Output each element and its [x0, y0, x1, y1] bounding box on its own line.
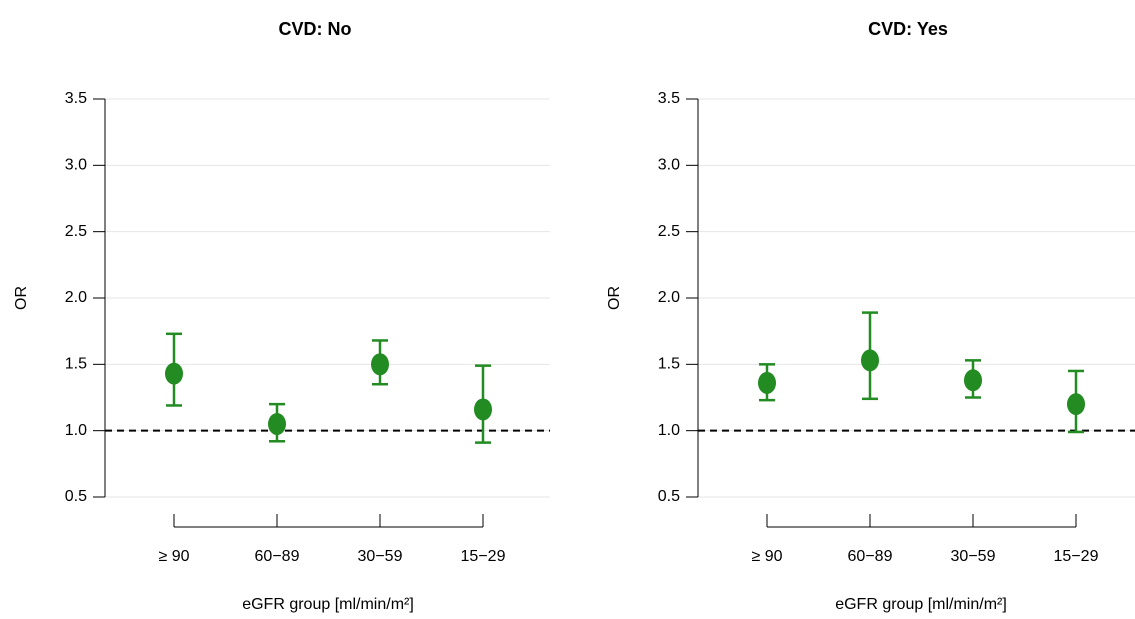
x-axis-label: eGFR group [ml/min/m²]: [242, 596, 414, 613]
panel-title: CVD: No: [279, 19, 352, 39]
y-tick-label: 1.5: [65, 356, 87, 373]
x-tick-label: 15−29: [1054, 548, 1099, 565]
panel-title: CVD: Yes: [868, 19, 948, 39]
y-axis-label: OR: [606, 286, 623, 310]
y-tick-label: 0.5: [658, 488, 680, 505]
point: [371, 353, 389, 376]
point: [1067, 393, 1085, 416]
y-tick-label: 3.5: [65, 90, 87, 107]
y-tick-label: 2.5: [658, 223, 680, 240]
y-tick-label: 1.0: [65, 422, 87, 439]
x-tick-label: 30−59: [951, 548, 996, 565]
y-tick-label: 0.5: [65, 488, 87, 505]
x-tick-label: 60−89: [255, 548, 300, 565]
y-tick-label: 2.0: [65, 289, 87, 306]
x-tick-label: ≥ 90: [751, 548, 782, 565]
point: [165, 362, 183, 385]
point: [758, 371, 776, 394]
x-tick-label: 15−29: [461, 548, 506, 565]
x-tick-label: 30−59: [358, 548, 403, 565]
point: [268, 413, 286, 436]
x-tick-label: 60−89: [848, 548, 893, 565]
y-tick-label: 3.0: [658, 157, 680, 174]
y-tick-label: 2.5: [65, 223, 87, 240]
y-tick-label: 3.0: [65, 157, 87, 174]
y-tick-label: 3.5: [658, 90, 680, 107]
y-tick-label: 2.0: [658, 289, 680, 306]
point: [964, 369, 982, 392]
y-axis-label: OR: [13, 286, 30, 310]
point: [474, 398, 492, 421]
x-tick-label: ≥ 90: [158, 548, 189, 565]
x-axis-label: eGFR group [ml/min/m²]: [835, 596, 1007, 613]
y-tick-label: 1.5: [658, 356, 680, 373]
point: [861, 349, 879, 372]
y-tick-label: 1.0: [658, 422, 680, 439]
